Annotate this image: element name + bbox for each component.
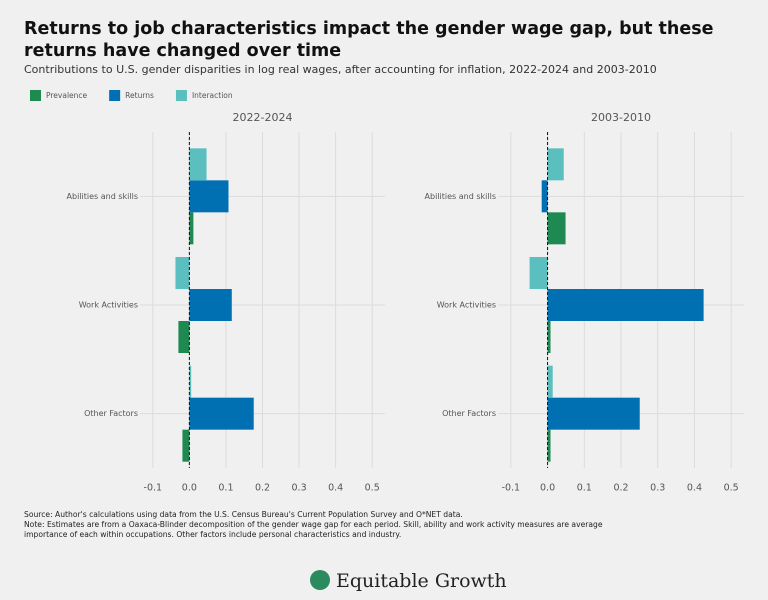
logo-icon <box>310 570 330 590</box>
y-tick-label: Abilities and skills <box>425 192 496 201</box>
y-tick-label: Work Activities <box>79 301 138 310</box>
bar: Returns <box>541 180 548 213</box>
legend-label: Prevalence <box>46 91 88 100</box>
bar: Interaction <box>175 257 190 289</box>
legend-swatch <box>30 90 41 101</box>
bar: Interaction <box>189 148 207 181</box>
x-tick-label: 0.5 <box>365 483 380 494</box>
bar: Interaction <box>547 148 564 181</box>
y-tick-label: Other Factors <box>442 409 496 418</box>
x-tick-label: 0.1 <box>577 483 592 494</box>
bar: Prevalence <box>182 429 190 462</box>
legend-label: Returns <box>125 91 154 100</box>
x-tick-label: 0.5 <box>724 483 739 494</box>
x-tick-label: 0.3 <box>292 483 307 494</box>
bar: Returns <box>547 397 640 430</box>
y-tick-label: Other Factors <box>84 409 138 418</box>
bar: Prevalence <box>547 212 566 245</box>
x-tick-label: 0.3 <box>650 483 665 494</box>
legend-swatch <box>109 90 121 101</box>
x-tick-label: 0.1 <box>218 483 233 494</box>
source: Source: Author's calculations using data… <box>24 510 463 519</box>
x-tick-label: 0.4 <box>328 483 343 494</box>
x-tick-label: 0.0 <box>182 483 197 494</box>
x-tick-label: -0.1 <box>502 483 521 494</box>
title: Returns to job characteristics impact th… <box>24 19 714 61</box>
x-tick-label: -0.1 <box>144 483 163 494</box>
bar: Returns <box>189 289 232 321</box>
bar: Interaction <box>189 365 192 398</box>
bar: Prevalence <box>547 429 551 462</box>
legend-swatch <box>175 90 187 101</box>
bar: Interaction <box>547 365 553 398</box>
panel-title: 2022-2024 <box>233 111 293 124</box>
y-tick-label: Work Activities <box>437 301 496 310</box>
bar: Interaction <box>529 257 548 289</box>
note: Note: Estimates are from a Oaxaca-Blinde… <box>24 520 603 539</box>
logo-text: Equitable Growth <box>336 570 507 592</box>
logo: Equitable Growth <box>310 570 507 592</box>
panel-title: 2003-2010 <box>591 111 651 124</box>
x-tick-label: 0.2 <box>613 483 628 494</box>
y-tick-label: Abilities and skills <box>67 192 138 201</box>
x-tick-label: 0.0 <box>540 483 555 494</box>
legend-label: Interaction <box>192 91 233 100</box>
bar: Prevalence <box>178 321 190 353</box>
x-tick-label: 0.4 <box>687 483 702 494</box>
bar: Returns <box>189 180 229 213</box>
x-tick-label: 0.2 <box>255 483 270 494</box>
subtitle: Contributions to U.S. gender disparities… <box>24 63 657 76</box>
bar: Prevalence <box>547 321 551 353</box>
bar: Returns <box>547 289 704 321</box>
bar: Returns <box>189 397 254 430</box>
bar: Prevalence <box>189 212 194 245</box>
footer: Source: Author's calculations using data… <box>24 510 614 540</box>
